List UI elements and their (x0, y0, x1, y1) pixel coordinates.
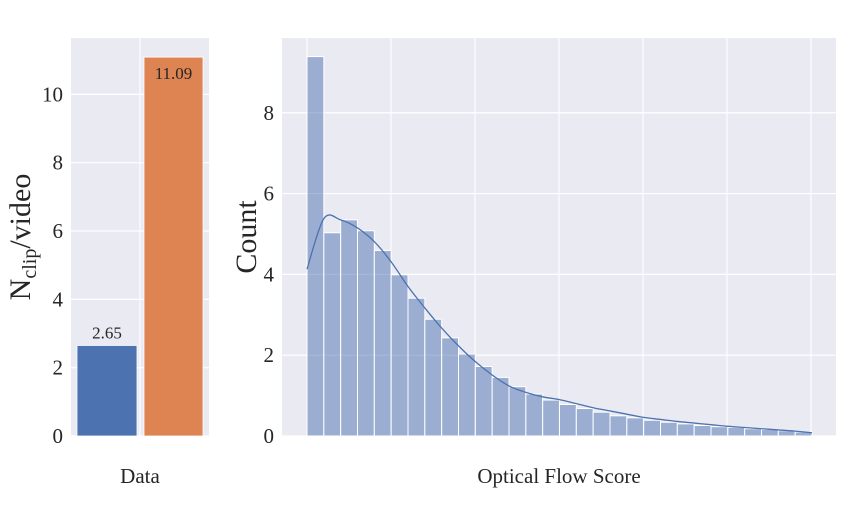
histogram-bar (525, 393, 544, 437)
histogram-bar (575, 408, 594, 437)
histogram-bar (676, 423, 695, 437)
bar-chart: 0 2 4 6 8 10 2.65 11.09 (42, 38, 209, 448)
histogram-bar (357, 230, 375, 437)
histogram-bar (592, 411, 611, 437)
histogram-bar (542, 399, 561, 437)
histogram-bar (761, 429, 779, 437)
ytick-label: 0 (53, 424, 64, 448)
data-label: 11.09 (155, 64, 193, 83)
histogram-bar (727, 427, 746, 437)
histogram-bar (744, 428, 763, 437)
bar (143, 56, 204, 437)
histogram-bar (508, 386, 527, 437)
histogram-bar (323, 232, 342, 437)
histogram-bar (643, 419, 662, 437)
bar-chart-xlabel: Data (120, 464, 160, 488)
histogram-bar (441, 337, 459, 437)
ytick-label: 6 (53, 219, 64, 243)
ylabel-main: N (4, 279, 37, 301)
histogram-bar (458, 353, 476, 437)
histogram-bar (660, 421, 678, 437)
ytick-label: 4 (264, 262, 275, 286)
data-label: 2.65 (92, 323, 122, 342)
histogram-bar (390, 274, 409, 437)
histogram-bar (710, 426, 729, 437)
histogram-bar (474, 366, 493, 437)
histogram-bar (609, 415, 628, 437)
histogram-chart: 0 2 4 6 8 (264, 38, 836, 448)
histogram-xlabel: Optical Flow Score (477, 464, 640, 488)
histogram-bar (626, 417, 645, 437)
histogram-bar (340, 219, 358, 437)
bar-chart-ylabel: Nclip/video (4, 174, 41, 301)
histogram-bar (306, 56, 325, 437)
histogram-bar (424, 318, 443, 437)
ytick-label: 6 (264, 182, 275, 206)
ytick-label: 2 (264, 343, 275, 367)
kde-curve (306, 214, 813, 434)
ylabel-rest: /video (4, 174, 37, 249)
histogram-bar (407, 297, 426, 437)
histogram-bar (559, 403, 577, 437)
histogram-bar (491, 376, 510, 437)
ylabel-sub: clip (19, 249, 41, 279)
histogram-bar (373, 250, 392, 437)
ytick-label: 8 (53, 151, 64, 175)
bar (76, 345, 138, 437)
histogram-ylabel: Count (230, 200, 263, 274)
ytick-label: 4 (53, 287, 64, 311)
ytick-label: 2 (53, 356, 64, 380)
ytick-label: 8 (264, 101, 275, 125)
histogram-bar (693, 424, 712, 437)
ytick-label: 10 (42, 82, 63, 106)
ytick-label: 0 (264, 424, 275, 448)
